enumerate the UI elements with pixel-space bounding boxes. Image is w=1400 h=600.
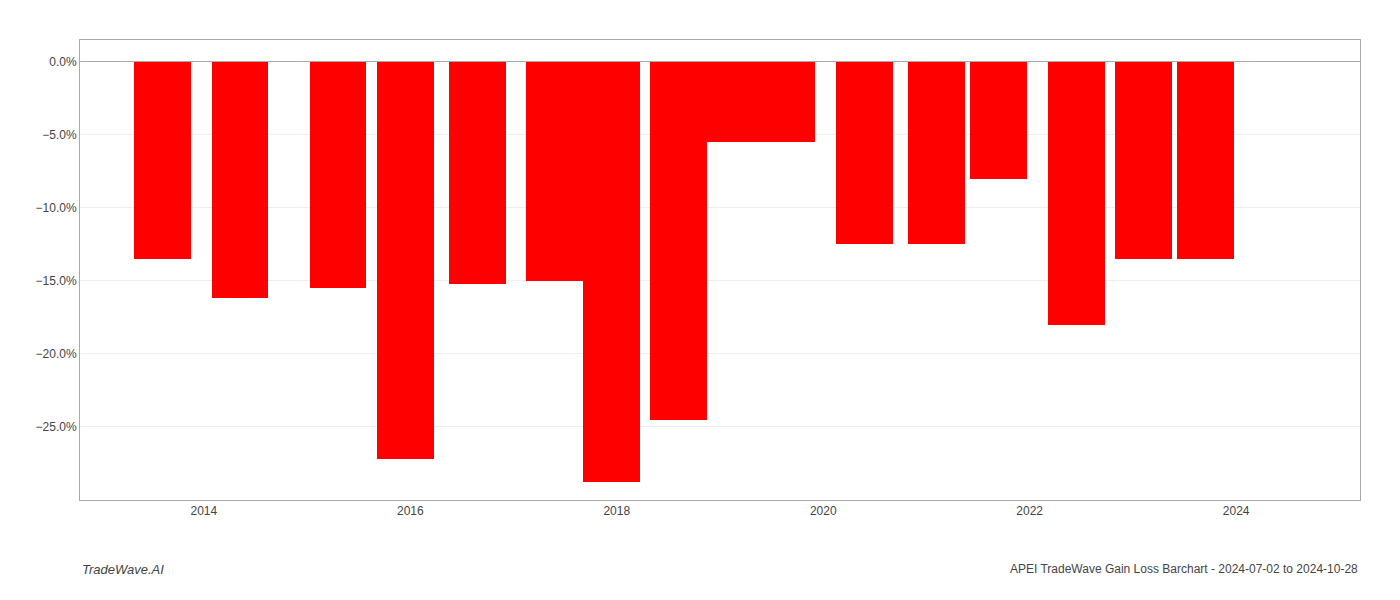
svg-text:APEI TradeWave Gain Loss Barch: APEI TradeWave Gain Loss Barchart - 2024… — [1010, 562, 1358, 576]
svg-text:TradeWave.AI: TradeWave.AI — [82, 562, 164, 577]
svg-text:−25.0%: −25.0% — [36, 420, 77, 434]
svg-text:−10.0%: −10.0% — [36, 201, 77, 215]
svg-text:2018: 2018 — [603, 504, 630, 518]
svg-text:−5.0%: −5.0% — [42, 128, 77, 142]
svg-text:2024: 2024 — [1223, 504, 1250, 518]
svg-text:2014: 2014 — [191, 504, 218, 518]
svg-text:2020: 2020 — [810, 504, 837, 518]
svg-text:2022: 2022 — [1016, 504, 1043, 518]
svg-text:−20.0%: −20.0% — [36, 347, 77, 361]
svg-text:2016: 2016 — [397, 504, 424, 518]
svg-text:−15.0%: −15.0% — [36, 274, 77, 288]
svg-text:0.0%: 0.0% — [49, 55, 77, 69]
